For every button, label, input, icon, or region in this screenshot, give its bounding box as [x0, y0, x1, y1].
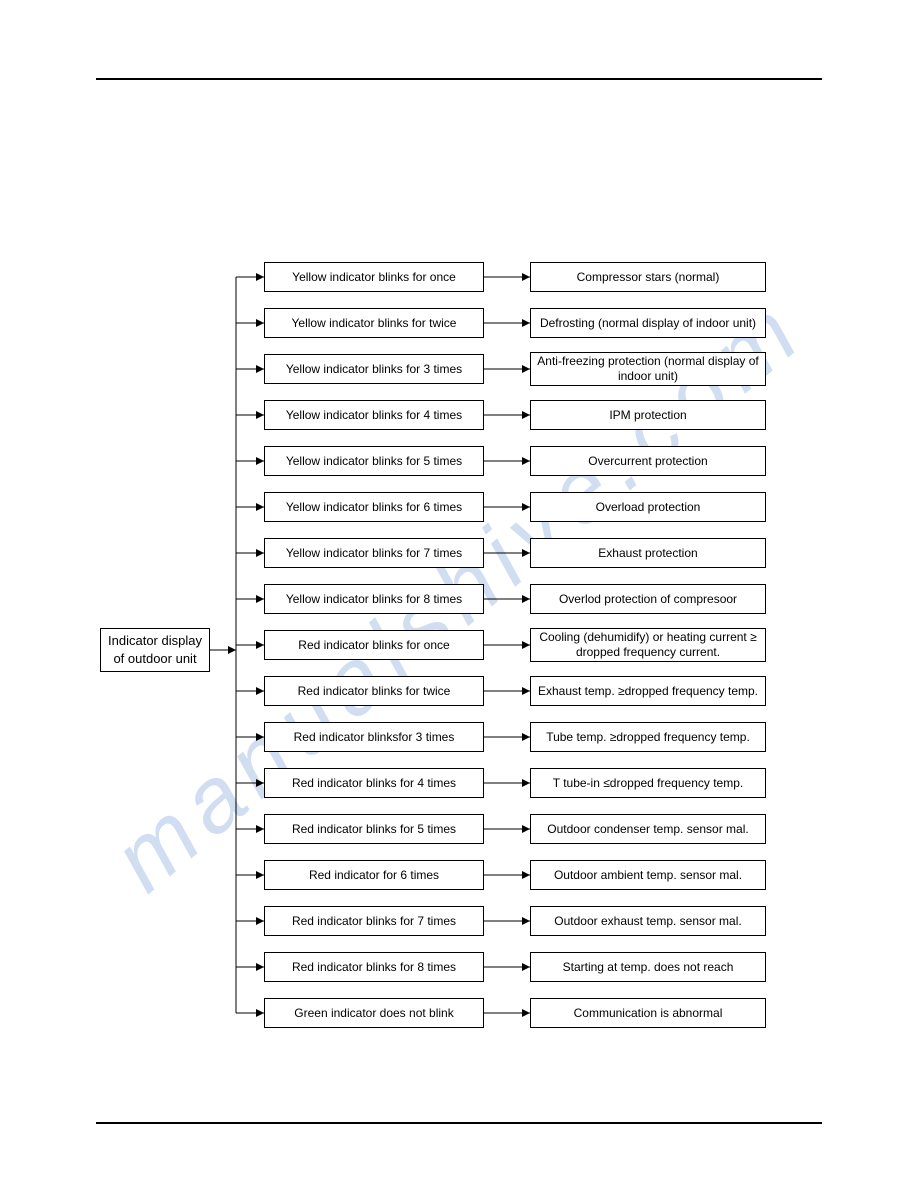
indicator-label: Red indicator blinks for twice	[298, 684, 451, 699]
root-label: Indicator display of outdoor unit	[107, 632, 203, 667]
indicator-box: Yellow indicator blinks for twice	[264, 308, 484, 338]
rule-top	[96, 78, 822, 80]
meaning-box: Outdoor ambient temp. sensor mal.	[530, 860, 766, 890]
meaning-box: Overcurrent protection	[530, 446, 766, 476]
meaning-box: Overload protection	[530, 492, 766, 522]
meaning-box: Compressor stars (normal)	[530, 262, 766, 292]
meaning-label: Exhaust temp. ≥dropped frequency temp.	[538, 684, 758, 699]
indicator-box: Red indicator for 6 times	[264, 860, 484, 890]
indicator-box: Red indicator blinks for twice	[264, 676, 484, 706]
indicator-box: Yellow indicator blinks for 8 times	[264, 584, 484, 614]
indicator-label: Green indicator does not blink	[294, 1006, 453, 1021]
indicator-box: Red indicator blinks for 4 times	[264, 768, 484, 798]
indicator-label: Yellow indicator blinks for 8 times	[286, 592, 462, 607]
meaning-label: IPM protection	[609, 408, 686, 423]
meaning-box: Outdoor condenser temp. sensor mal.	[530, 814, 766, 844]
indicator-label: Red indicator blinks for 8 times	[292, 960, 456, 975]
meaning-label: Compressor stars (normal)	[577, 270, 720, 285]
meaning-box: Anti-freezing protection (normal display…	[530, 352, 766, 386]
meaning-label: Anti-freezing protection (normal display…	[537, 354, 759, 384]
indicator-label: Red indicator blinksfor 3 times	[294, 730, 455, 745]
indicator-box: Yellow indicator blinks for 5 times	[264, 446, 484, 476]
meaning-label: Overload protection	[596, 500, 701, 515]
meaning-label: Outdoor condenser temp. sensor mal.	[547, 822, 748, 837]
indicator-label: Yellow indicator blinks for twice	[292, 316, 457, 331]
indicator-box: Yellow indicator blinks for 3 times	[264, 354, 484, 384]
indicator-box: Red indicator blinks for 5 times	[264, 814, 484, 844]
indicator-box: Red indicator blinksfor 3 times	[264, 722, 484, 752]
meaning-label: Outdoor exhaust temp. sensor mal.	[554, 914, 741, 929]
page: manualshive.com Indicator display of out…	[0, 0, 918, 1188]
indicator-label: Red indicator blinks for 5 times	[292, 822, 456, 837]
meaning-box: Starting at temp. does not reach	[530, 952, 766, 982]
rule-bottom	[96, 1122, 822, 1124]
indicator-label: Red indicator blinks for once	[298, 638, 449, 653]
meaning-label: Communication is abnormal	[574, 1006, 723, 1021]
indicator-label: Yellow indicator blinks for 3 times	[286, 362, 462, 377]
indicator-box: Yellow indicator blinks for 6 times	[264, 492, 484, 522]
meaning-box: Exhaust temp. ≥dropped frequency temp.	[530, 676, 766, 706]
indicator-label: Red indicator blinks for 4 times	[292, 776, 456, 791]
meaning-label: Defrosting (normal display of indoor uni…	[540, 316, 756, 331]
indicator-label: Yellow indicator blinks for 6 times	[286, 500, 462, 515]
meaning-box: Overlod protection of compresoor	[530, 584, 766, 614]
meaning-box: Exhaust protection	[530, 538, 766, 568]
meaning-label: Tube temp. ≥dropped frequency temp.	[546, 730, 750, 745]
indicator-box: Yellow indicator blinks for 4 times	[264, 400, 484, 430]
meaning-label: Overcurrent protection	[588, 454, 707, 469]
indicator-label: Red indicator for 6 times	[309, 868, 439, 883]
indicator-label: Yellow indicator blinks for 5 times	[286, 454, 462, 469]
meaning-box: Tube temp. ≥dropped frequency temp.	[530, 722, 766, 752]
indicator-label: Yellow indicator blinks for 4 times	[286, 408, 462, 423]
indicator-box: Red indicator blinks for once	[264, 630, 484, 660]
indicator-label: Yellow indicator blinks for once	[292, 270, 456, 285]
meaning-box: IPM protection	[530, 400, 766, 430]
meaning-label: Exhaust protection	[598, 546, 697, 561]
meaning-label: Starting at temp. does not reach	[563, 960, 734, 975]
meaning-box: Communication is abnormal	[530, 998, 766, 1028]
meaning-label: T tube-in ≤dropped frequency temp.	[553, 776, 743, 791]
meaning-box: Outdoor exhaust temp. sensor mal.	[530, 906, 766, 936]
root-box: Indicator display of outdoor unit	[100, 628, 210, 672]
meaning-label: Overlod protection of compresoor	[559, 592, 737, 607]
indicator-box: Red indicator blinks for 7 times	[264, 906, 484, 936]
meaning-label: Cooling (dehumidify) or heating current …	[537, 630, 759, 660]
indicator-label: Red indicator blinks for 7 times	[292, 914, 456, 929]
indicator-label: Yellow indicator blinks for 7 times	[286, 546, 462, 561]
indicator-box: Yellow indicator blinks for 7 times	[264, 538, 484, 568]
indicator-box: Yellow indicator blinks for once	[264, 262, 484, 292]
meaning-label: Outdoor ambient temp. sensor mal.	[554, 868, 742, 883]
indicator-box: Red indicator blinks for 8 times	[264, 952, 484, 982]
meaning-box: T tube-in ≤dropped frequency temp.	[530, 768, 766, 798]
meaning-box: Defrosting (normal display of indoor uni…	[530, 308, 766, 338]
indicator-box: Green indicator does not blink	[264, 998, 484, 1028]
meaning-box: Cooling (dehumidify) or heating current …	[530, 628, 766, 662]
